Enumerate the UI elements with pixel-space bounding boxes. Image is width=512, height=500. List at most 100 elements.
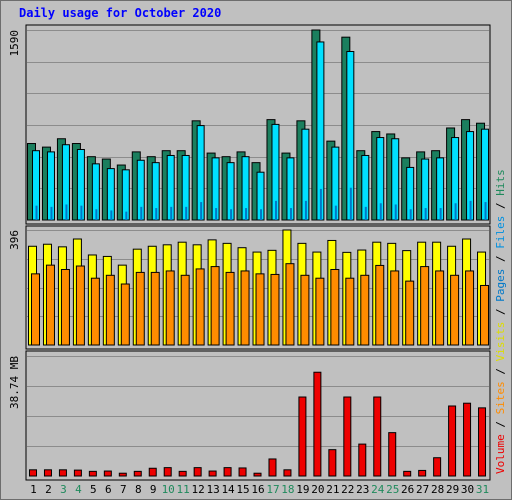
bar-sites-day-6 [105, 274, 115, 346]
bar-sites-day-9 [150, 271, 160, 346]
x-tick-label-day-22: 22 [341, 483, 354, 496]
x-tick-label-day-24: 24 [371, 483, 385, 496]
bar-volume-day-9 [148, 467, 157, 477]
bar-pages-day-23 [364, 206, 367, 220]
bar-volume-day-28 [433, 457, 442, 477]
bar-pages-day-3 [65, 204, 68, 220]
bar-pages-day-21 [334, 205, 337, 220]
bar-volume-day-12 [193, 467, 202, 477]
bar-sites-day-11 [180, 274, 190, 346]
bar-pages-day-18 [289, 208, 292, 220]
bar-pages-day-13 [215, 208, 218, 220]
bar-pages-day-22 [349, 187, 352, 220]
bar-volume-day-24 [373, 396, 382, 477]
bar-pages-day-10 [170, 206, 173, 220]
bar-sites-day-13 [210, 266, 220, 346]
bar-pages-day-15 [245, 208, 248, 220]
bar-sites-day-18 [285, 263, 295, 346]
bar-volume-day-2 [43, 469, 52, 477]
bar-volume-day-5 [88, 470, 97, 477]
bar-volume-day-20 [313, 371, 322, 477]
panel-volume-plot-area [25, 350, 491, 481]
legend-item-pages: Pages [494, 269, 507, 302]
bar-volume-day-26 [403, 470, 412, 477]
bar-volume-day-15 [238, 467, 247, 477]
bar-volume-day-8 [133, 470, 142, 477]
legend-item-volume: Volume [494, 434, 507, 474]
bar-sites-day-8 [135, 271, 145, 346]
bar-pages-day-16 [260, 209, 263, 220]
bar-sites-day-20 [315, 277, 325, 346]
bar-sites-day-19 [300, 274, 310, 346]
bar-volume-day-14 [223, 467, 232, 477]
bar-sites-day-25 [390, 270, 400, 346]
x-tick-label-day-17: 17 [266, 483, 279, 496]
legend-separator: / [494, 302, 507, 322]
bar-volume-day-17 [268, 458, 277, 477]
bar-sites-day-23 [360, 274, 370, 346]
x-tick-label-day-19: 19 [296, 483, 309, 496]
bar-pages-day-29 [454, 203, 457, 220]
legend-item-sites: Sites [494, 381, 507, 414]
x-tick-label-day-9: 9 [150, 483, 157, 496]
x-tick-label-day-23: 23 [356, 483, 369, 496]
x-tick-label-day-16: 16 [251, 483, 264, 496]
chart-title: Daily usage for October 2020 [19, 6, 222, 20]
bar-sites-day-1 [31, 273, 40, 346]
x-tick-label-day-7: 7 [120, 483, 127, 496]
x-tick-label-day-15: 15 [236, 483, 249, 496]
legend-item-files: Files [494, 216, 507, 249]
bar-volume-day-21 [328, 449, 337, 477]
bar-pages-day-2 [50, 206, 53, 220]
bar-sites-day-7 [120, 283, 130, 346]
bar-sites-day-16 [255, 273, 265, 346]
x-tick-label-day-10: 10 [162, 483, 175, 496]
bar-sites-day-4 [75, 265, 85, 346]
bar-volume-day-3 [58, 469, 67, 477]
bar-pages-day-26 [409, 209, 412, 220]
bar-sites-day-22 [345, 277, 355, 346]
bar-volume-day-29 [448, 405, 457, 477]
bar-volume-day-1 [29, 469, 37, 477]
x-tick-label-day-4: 4 [75, 483, 82, 496]
x-tick-label-day-2: 2 [45, 483, 52, 496]
bar-sites-day-29 [450, 274, 460, 346]
bar-pages-day-25 [394, 204, 397, 220]
x-tick-label-day-21: 21 [326, 483, 339, 496]
bar-pages-day-31 [484, 202, 487, 220]
bar-pages-day-9 [155, 208, 158, 220]
legend-separator: / [494, 196, 507, 216]
bar-volume-day-13 [208, 470, 217, 477]
bar-volume-day-10 [163, 467, 172, 477]
bar-pages-day-27 [424, 208, 427, 220]
bar-pages-day-19 [304, 200, 307, 220]
bar-pages-day-12 [200, 202, 203, 220]
bar-volume-day-22 [343, 396, 352, 477]
bar-pages-day-7 [125, 211, 128, 220]
bar-sites-day-2 [45, 264, 55, 346]
bar-pages-day-6 [110, 210, 113, 220]
bar-volume-day-18 [283, 469, 292, 477]
bar-sites-day-30 [465, 270, 475, 346]
bar-sites-day-12 [195, 268, 205, 346]
bar-sites-day-3 [60, 268, 70, 346]
bar-volume-day-16 [253, 472, 262, 477]
bar-pages-day-1 [35, 205, 38, 220]
bar-volume-day-19 [298, 396, 307, 477]
bar-pages-day-4 [80, 205, 83, 220]
bar-sites-day-28 [435, 270, 445, 346]
bar-pages-day-5 [95, 209, 98, 220]
bar-volume-day-11 [178, 470, 187, 477]
x-tick-label-day-5: 5 [90, 483, 97, 496]
bar-volume-day-6 [103, 470, 112, 477]
x-tick-label-day-30: 30 [461, 483, 474, 496]
legend-item-hits: Hits [494, 169, 507, 196]
bar-pages-day-20 [319, 188, 322, 220]
bar-pages-day-14 [230, 209, 233, 220]
bar-volume-day-7 [118, 472, 127, 477]
x-tick-label-day-14: 14 [221, 483, 235, 496]
x-tick-label-day-18: 18 [281, 483, 294, 496]
bar-sites-day-26 [405, 280, 415, 346]
panel-volume-ymax-label: 38.74 MB [8, 356, 21, 409]
